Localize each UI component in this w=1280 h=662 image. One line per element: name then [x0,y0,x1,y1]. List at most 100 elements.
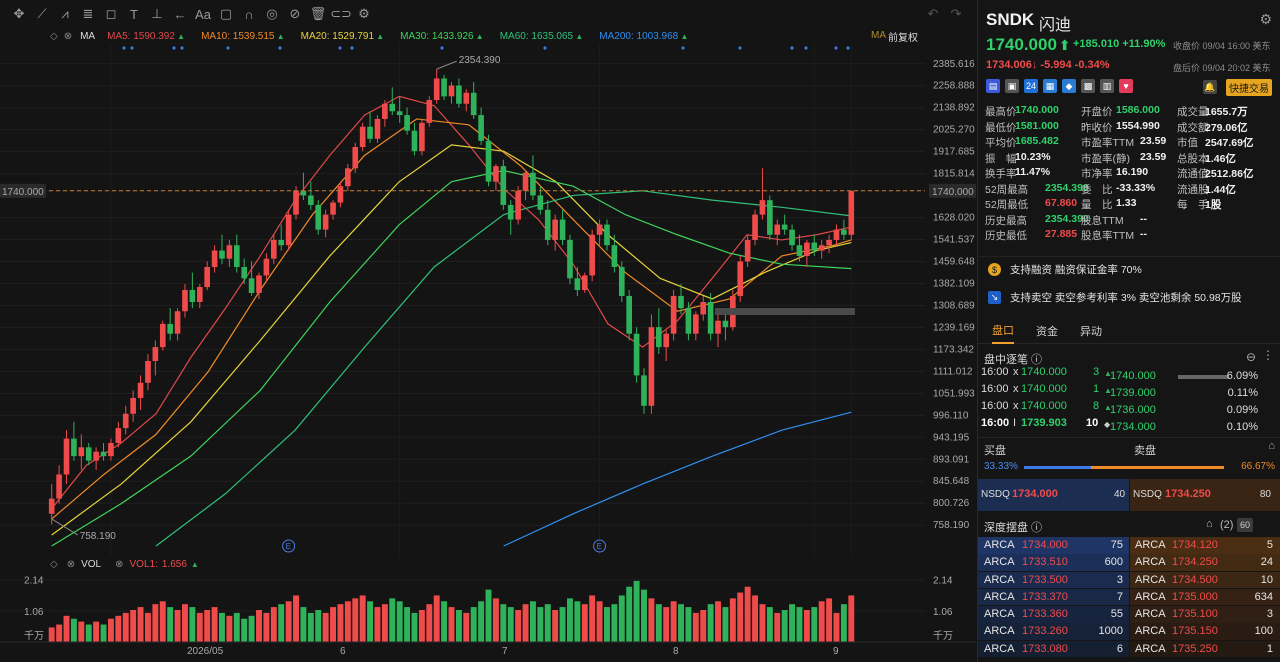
candle[interactable] [626,289,633,341]
candle[interactable] [774,219,781,246]
undo-icon[interactable]: ↶ [927,6,939,21]
volume-bar[interactable] [655,604,662,642]
margin-note[interactable]: $ 支持融资 融资保证金率 70% [978,256,1280,282]
volume-bar[interactable] [389,598,396,642]
candle[interactable] [685,302,692,341]
candle[interactable] [308,181,314,210]
comment-icon[interactable]: ▢ [219,6,233,21]
volume-bar[interactable] [189,607,196,642]
volume-chart[interactable]: 2.14 2.14 1.06 1.06 千万 千万 2026/05 6 7 8 9 [0,572,976,662]
candle[interactable] [544,200,551,246]
volume-bar[interactable] [752,595,759,642]
heart-icon[interactable]: ♥ [1119,79,1133,93]
text-tool-icon[interactable]: T [130,6,138,22]
candle[interactable] [804,239,810,267]
candle[interactable] [270,234,277,265]
candle[interactable] [411,122,418,156]
volume-bar[interactable] [100,624,107,642]
tab-alerts[interactable]: 异动 [1080,325,1102,338]
bank-icon[interactable]: ⌂ [1268,440,1275,452]
volume-bar[interactable] [248,615,255,642]
volume-bar[interactable] [167,607,174,642]
candle[interactable] [448,81,455,104]
volume-bar[interactable] [307,612,314,642]
fib-icon[interactable]: ≣ [82,6,94,21]
tab-capital-flow[interactable]: 资金 [1036,325,1058,338]
candle[interactable] [811,234,818,256]
volume-bar[interactable] [574,601,581,642]
line-tool-icon[interactable]: ⟋ [37,6,47,21]
candle[interactable] [196,284,203,309]
candle[interactable] [159,320,166,351]
volume-bar[interactable] [566,598,573,642]
candle[interactable] [300,172,307,201]
depth-ask-cell[interactable]: ARCA 1735.250 1 [1130,640,1280,658]
volume-bar[interactable] [211,607,218,642]
candle[interactable] [648,314,655,414]
volume-bar[interactable] [678,604,684,642]
candle[interactable] [581,272,588,293]
redo-icon[interactable]: ↷ [950,6,962,21]
volume-bar[interactable] [426,604,433,642]
depth-bid-cell[interactable]: ARCA 1734.000 75 [978,537,1129,554]
candle[interactable] [241,258,248,285]
quick-trade-button[interactable]: 快捷交易 [1226,79,1272,96]
volume-bar[interactable] [433,595,440,642]
info-icon[interactable]: ▣ [1005,79,1019,93]
volume-bar[interactable] [478,601,485,642]
candle[interactable] [552,214,558,251]
exchange-filter-icon[interactable]: ⌂ [1206,518,1213,530]
gear-icon[interactable]: ⚙ [1259,11,1272,27]
volume-bar[interactable] [670,601,677,642]
24h-icon[interactable]: 24 [1024,79,1038,93]
volume-bar[interactable] [144,612,151,642]
candle[interactable] [167,308,173,341]
candle[interactable] [559,209,566,246]
volume-bar[interactable] [137,607,144,642]
volume-bar[interactable] [529,601,536,642]
depth-bid-cell[interactable]: ARCA 1733.510 600 [978,554,1129,571]
volume-bar[interactable] [522,604,529,642]
volume-bar[interactable] [840,604,847,642]
candle[interactable] [737,255,744,302]
volume-bar[interactable] [70,618,77,642]
depth-bid-cell[interactable]: ARCA 1733.360 55 [978,606,1129,623]
volume-bar[interactable] [604,607,610,642]
candle[interactable] [137,375,144,410]
volume-bar[interactable] [766,607,773,642]
volume-bar[interactable] [500,604,507,642]
candle[interactable] [848,190,855,240]
volume-bar[interactable] [485,589,492,642]
candle[interactable] [263,253,270,282]
crosshair-icon[interactable]: ✥ [13,6,25,21]
candle[interactable] [100,442,107,461]
volume-bar[interactable] [396,601,403,642]
candle[interactable] [389,87,396,116]
close-ma-icon[interactable]: ⊗ [63,30,73,42]
volume-bar[interactable] [270,607,277,642]
volume-bar[interactable] [826,598,833,642]
candle[interactable] [485,134,492,187]
volume-bar[interactable] [381,604,388,642]
volume-bar[interactable] [729,598,736,642]
volume-bar[interactable] [204,610,211,642]
trash-icon[interactable]: 🗑 [309,6,327,21]
candle[interactable] [404,107,410,135]
candle[interactable] [767,195,773,240]
volume-bar[interactable] [359,595,366,642]
volume-bar[interactable] [404,607,411,642]
candle[interactable] [500,159,507,210]
candle[interactable] [78,434,85,470]
tab-order-book[interactable]: 盘口 [992,318,1014,344]
volume-bar[interactable] [107,618,114,642]
candle[interactable] [322,209,329,238]
candle[interactable] [374,115,381,143]
candle[interactable] [841,219,847,240]
volume-bar[interactable] [115,615,122,642]
volume-bar[interactable] [552,610,559,642]
candle[interactable] [633,327,640,383]
volume-bar[interactable] [722,607,729,642]
depth-60-button[interactable]: 60 [1237,518,1253,532]
candle[interactable] [315,200,322,235]
candle[interactable] [618,261,625,302]
